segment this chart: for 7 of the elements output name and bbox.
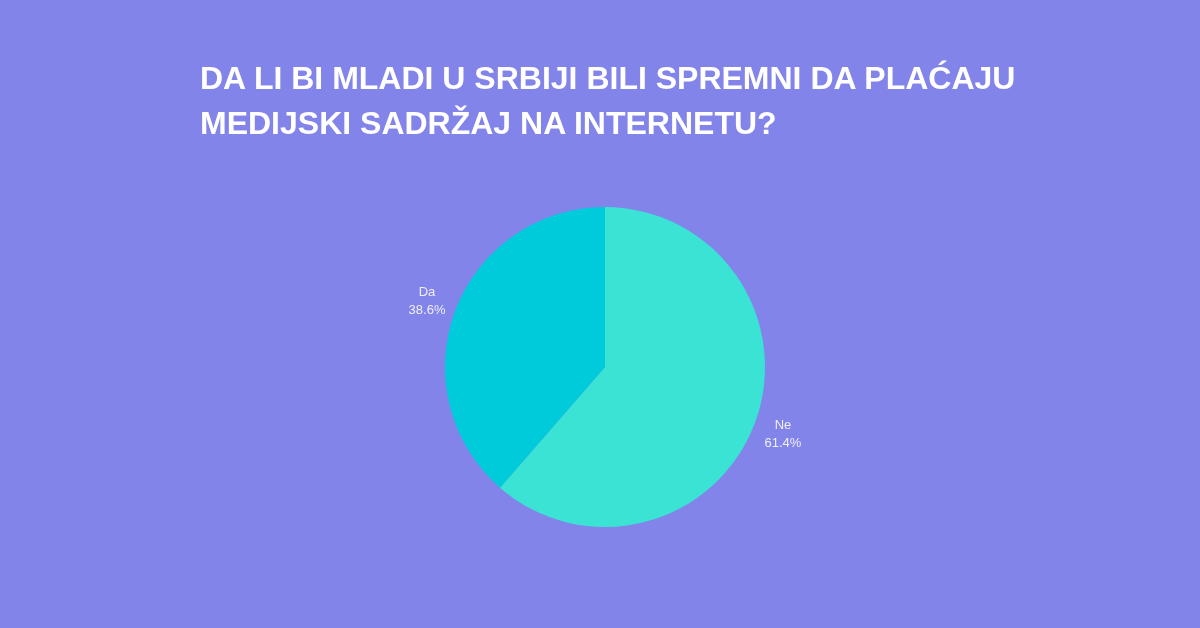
chart-title: DA LI BI MLADI U SRBIJI BILI SPREMNI DA PLAĆAJU MEDIJSKI SADRŽAJ NA INTERNETU? [200,59,1017,143]
data-label: 38.6% [408,302,446,318]
slice-label: Ne [774,417,792,433]
pie-slice [499,207,765,527]
pie-slice [445,207,605,488]
data-label: 61.4% [764,435,802,451]
slice-label: Da [418,283,437,299]
